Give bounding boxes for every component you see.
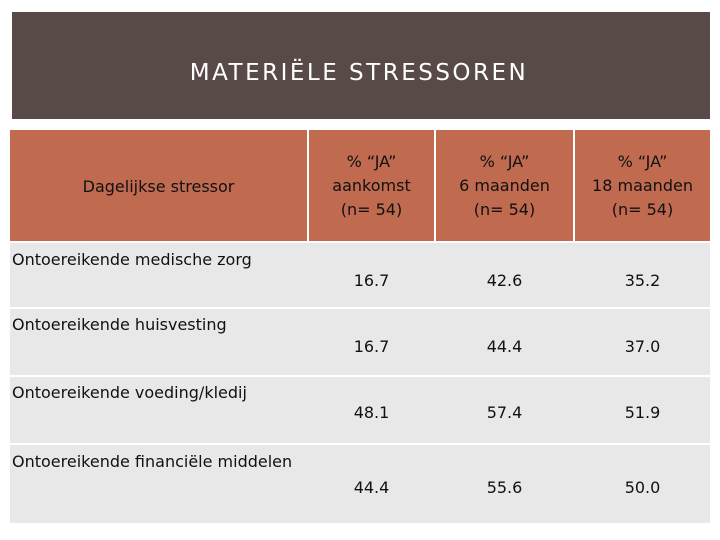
table-row: Ontoereikende huisvesting 16.7 44.4 37.0 xyxy=(10,309,710,375)
row-label: Ontoereikende voeding/kledij xyxy=(12,383,247,402)
value-6-months: 44.4 xyxy=(486,337,523,356)
value-18-months: 50.0 xyxy=(624,478,661,497)
value-arrival: 16.7 xyxy=(353,271,390,290)
value-6-months: 55.6 xyxy=(486,478,523,497)
header-stressor-label: Dagelijkse stressor xyxy=(82,176,235,196)
header-18-months: % “JA” 18 maanden (n= 54) xyxy=(575,130,710,241)
title-bar: MATERIËLE STRESSOREN xyxy=(12,12,710,119)
value-18-months: 51.9 xyxy=(624,403,661,422)
table-row: Ontoereikende financiële middelen 44.4 5… xyxy=(10,445,710,523)
value-arrival: 44.4 xyxy=(353,478,390,497)
header-arrival: % “JA” aankomst (n= 54) xyxy=(309,130,434,241)
row-label: Ontoereikende medische zorg xyxy=(12,250,252,269)
table-row: Ontoereikende medische zorg 16.7 42.6 35… xyxy=(10,243,710,307)
header-18-months-label: % “JA” 18 maanden (n= 54) xyxy=(592,151,693,219)
header-stressor: Dagelijkse stressor xyxy=(10,130,307,241)
header-arrival-label: % “JA” aankomst (n= 54) xyxy=(332,151,411,219)
stressor-table: Dagelijkse stressor % “JA” aankomst (n= … xyxy=(10,130,710,523)
table-row: Ontoereikende voeding/kledij 48.1 57.4 5… xyxy=(10,377,710,443)
value-arrival: 16.7 xyxy=(353,337,390,356)
value-6-months: 42.6 xyxy=(486,271,523,290)
value-18-months: 37.0 xyxy=(624,337,661,356)
row-label: Ontoereikende huisvesting xyxy=(12,315,227,334)
value-arrival: 48.1 xyxy=(353,403,390,422)
header-6-months: % “JA” 6 maanden (n= 54) xyxy=(436,130,573,241)
header-6-months-label: % “JA” 6 maanden (n= 54) xyxy=(459,151,550,219)
slide-title: MATERIËLE STRESSOREN xyxy=(189,59,529,86)
row-label: Ontoereikende financiële middelen xyxy=(12,452,293,471)
value-6-months: 57.4 xyxy=(486,403,523,422)
value-18-months: 35.2 xyxy=(624,271,661,290)
